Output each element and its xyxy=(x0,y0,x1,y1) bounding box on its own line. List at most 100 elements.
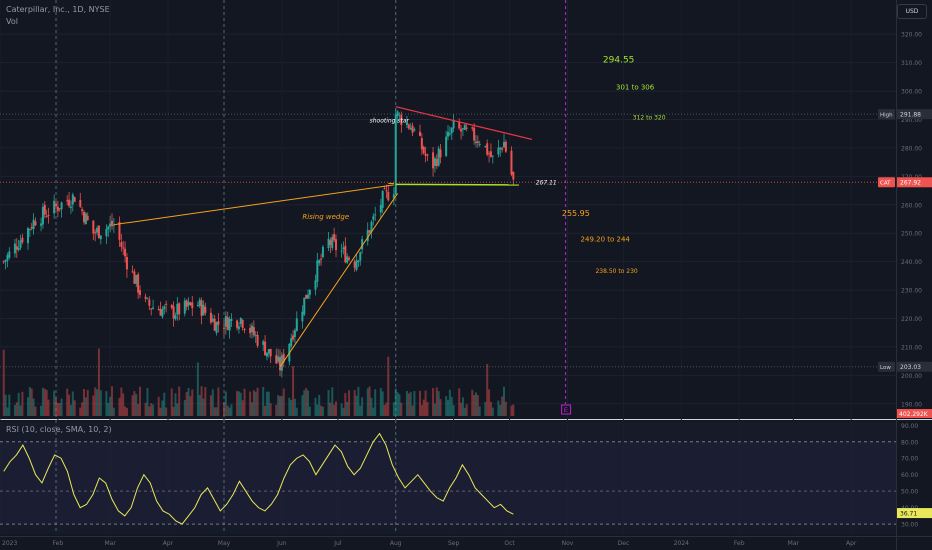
candle-body xyxy=(424,153,427,156)
volume-bar xyxy=(316,404,319,416)
candle-body xyxy=(279,357,281,371)
volume-bar xyxy=(396,392,399,416)
candle-body xyxy=(191,302,194,309)
volume-bar xyxy=(213,407,216,416)
volume-bar xyxy=(107,402,110,416)
volume-bar xyxy=(473,394,476,416)
volume-bar xyxy=(96,389,99,416)
volume-bar xyxy=(461,397,464,416)
volume-bar xyxy=(420,405,423,416)
volume-bar xyxy=(2,349,5,416)
candle-body xyxy=(8,251,11,258)
volume-bar xyxy=(30,388,33,416)
price-tag-box xyxy=(878,361,895,372)
rsi-tick-label: 80.00 xyxy=(901,439,918,446)
candle-body xyxy=(473,127,476,141)
candle-body xyxy=(251,325,253,333)
time-tick-label: Jun xyxy=(276,540,287,547)
volume-bar xyxy=(47,399,50,416)
support-level-label: 267.11 xyxy=(536,179,557,186)
candle-body xyxy=(41,206,44,225)
volume-bar xyxy=(45,389,48,416)
candle-body xyxy=(381,190,384,208)
volume-bar xyxy=(148,406,151,416)
candle-body xyxy=(124,248,127,257)
price-tick-label: 290.00 xyxy=(901,117,922,124)
volume-bar xyxy=(381,391,384,416)
volume-bar xyxy=(71,391,74,416)
volume-bars xyxy=(2,348,515,416)
volume-legend: Vol xyxy=(6,17,18,26)
candle-body xyxy=(47,215,50,217)
candle-body xyxy=(348,257,351,260)
volume-bar xyxy=(422,399,425,416)
volume-bar xyxy=(172,406,175,416)
trendline-drawings[interactable] xyxy=(113,106,533,368)
volume-bar xyxy=(448,389,451,416)
rsi-legend[interactable]: RSI (10, close, SMA, 10, 2) xyxy=(6,425,112,434)
volume-bar xyxy=(196,362,199,416)
volume-bar xyxy=(198,394,201,416)
volume-bar xyxy=(484,402,487,416)
volume-bar xyxy=(426,402,429,416)
candle-body xyxy=(237,326,240,330)
candle-body xyxy=(84,213,87,225)
volume-bar xyxy=(163,392,166,416)
candle-body xyxy=(471,127,474,129)
volume-bar xyxy=(471,389,474,416)
candle-body xyxy=(198,299,201,307)
volume-bar xyxy=(463,407,466,416)
candle-body xyxy=(111,220,113,227)
volume-bar xyxy=(383,404,386,416)
volume-bar xyxy=(150,403,153,416)
volume-bar xyxy=(450,396,453,416)
candle-body xyxy=(224,316,227,327)
candle-body xyxy=(4,260,7,262)
candle-body xyxy=(19,240,22,248)
volume-bar xyxy=(109,396,112,416)
volume-bar xyxy=(488,389,491,416)
candle-body xyxy=(144,296,147,299)
volume-bar xyxy=(366,388,369,416)
candle-body xyxy=(445,136,448,157)
volume-bar xyxy=(144,402,147,416)
candle-body xyxy=(361,239,364,250)
candle-body xyxy=(400,115,403,126)
candle-body xyxy=(383,188,386,190)
candle-body xyxy=(476,141,479,144)
candle-body xyxy=(426,154,429,156)
volume-bar xyxy=(69,404,72,416)
candle-body xyxy=(305,294,308,299)
volume-bar xyxy=(157,396,160,416)
candle-body xyxy=(252,327,255,336)
symbol-title[interactable]: Caterpillar, Inc., 1D, NYSE xyxy=(6,5,110,14)
candle-body xyxy=(15,246,18,250)
volume-bar xyxy=(486,364,489,416)
volume-bar xyxy=(230,404,233,416)
volume-bar xyxy=(357,386,360,416)
candle-body xyxy=(374,214,377,216)
candle-body xyxy=(489,151,492,157)
candle-body xyxy=(280,355,283,371)
currency-button[interactable]: USD xyxy=(897,4,927,19)
time-tick-label: Oct xyxy=(504,540,515,547)
volume-bar xyxy=(204,387,207,416)
candle-body xyxy=(407,124,410,129)
candle-body xyxy=(135,275,138,284)
candle-body xyxy=(327,238,330,249)
candle-body xyxy=(346,256,349,263)
rsi-tick-label: 90.00 xyxy=(901,423,918,430)
candle-body xyxy=(92,220,95,234)
price-tag-box xyxy=(878,109,895,120)
volume-bar xyxy=(131,395,134,416)
volume-bar xyxy=(385,402,388,416)
volume-bar xyxy=(340,403,343,416)
volume-bar xyxy=(53,390,56,416)
candle-body xyxy=(118,221,121,240)
volume-bar xyxy=(458,388,461,416)
rsi-tick-label: 30.00 xyxy=(901,522,918,529)
time-tick-label: May xyxy=(218,540,231,547)
price-tick-label: 260.00 xyxy=(901,202,922,209)
